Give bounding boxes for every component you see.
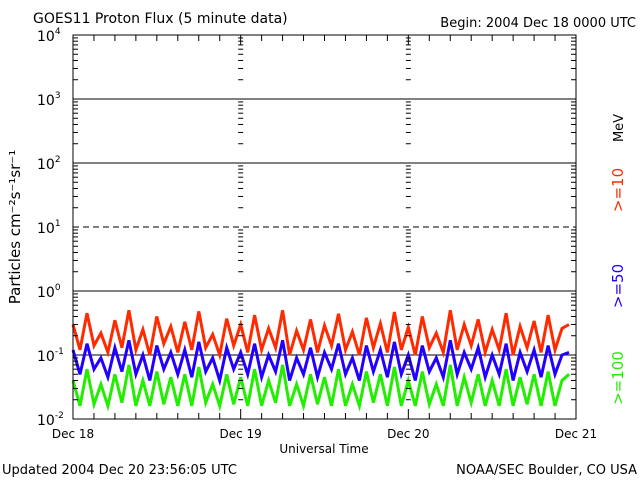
legend-unit-mev: MeV — [612, 114, 627, 142]
y-tick-labels: 104 103 102 101 100 10-1 10-2 — [37, 27, 64, 429]
series-line-2 — [71, 364, 570, 412]
x-tick-label: Dec 20 — [387, 427, 429, 441]
credit-label: NOAA/SEC Boulder, CO USA — [456, 463, 637, 478]
chart-title: GOES11 Proton Flux (5 minute data) — [33, 11, 288, 27]
x-axis-label: Universal Time — [279, 442, 368, 456]
y-tick-label: 100 — [37, 283, 61, 301]
begin-label: Begin: 2004 Dec 18 0000 UTC — [440, 16, 636, 31]
legend-ge10: >=10 — [609, 168, 627, 212]
x-tick-label: Dec 18 — [52, 427, 94, 441]
y-tick-label: 102 — [37, 155, 61, 173]
y-tick-label: 101 — [37, 219, 61, 237]
series-line-1 — [71, 339, 570, 387]
y-tick-label: 104 — [37, 27, 61, 45]
legend-ge100: >=100 — [609, 351, 627, 405]
x-tick-labels: Dec 18 Dec 19 Dec 20 Dec 21 — [52, 427, 597, 441]
x-tick-label: Dec 21 — [555, 427, 597, 441]
y-tick-label: 10-1 — [37, 347, 64, 365]
y-axis-label: Particles cm⁻²s⁻¹sr⁻¹ — [6, 150, 24, 304]
updated-timestamp: Updated 2004 Dec 20 23:56:05 UTC — [2, 463, 237, 478]
legend-ge50: >=50 — [609, 264, 627, 308]
grid-lines — [73, 98, 576, 356]
x-tick-label: Dec 19 — [220, 427, 262, 441]
y-tick-label: 103 — [37, 91, 61, 109]
y-tick-label: 10-2 — [37, 411, 64, 429]
series-line-0 — [71, 310, 570, 361]
axis-ticks — [72, 35, 577, 419]
data-series — [71, 310, 570, 412]
